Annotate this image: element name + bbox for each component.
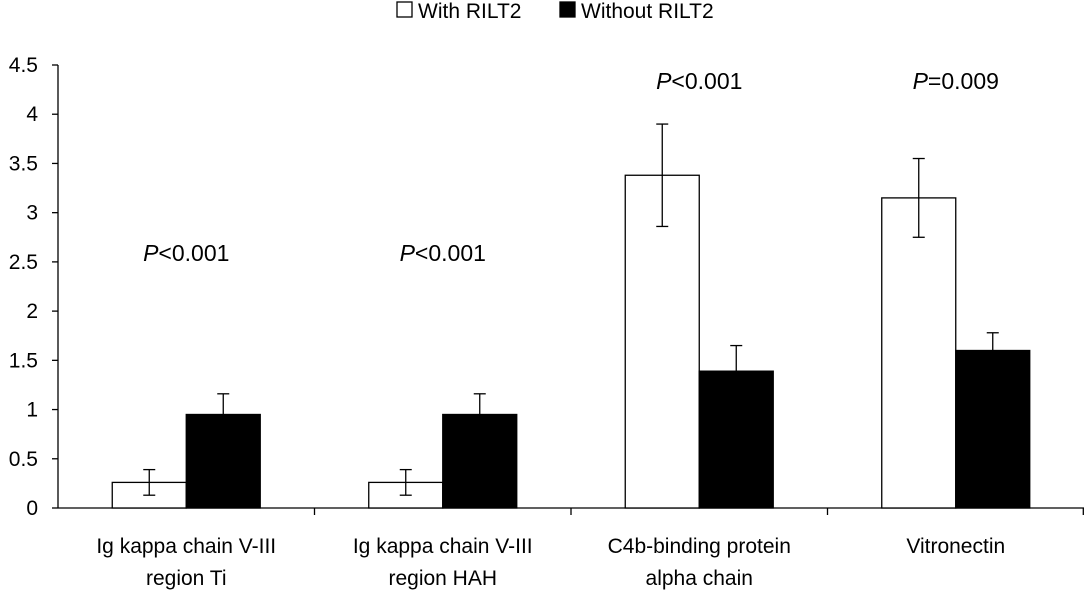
- p-value-annotation: P<0.001: [400, 240, 486, 266]
- p-value-text: <0.001: [671, 68, 742, 94]
- bars: [111, 174, 1031, 509]
- y-tick-label: 3: [26, 202, 38, 225]
- category-label: C4b-binding protein: [608, 535, 791, 558]
- category-label: Vitronectin: [906, 535, 1005, 558]
- category-label: region HAH: [388, 567, 497, 590]
- y-tick-label: 2: [26, 300, 38, 323]
- y-tick-label: 3.5: [9, 152, 38, 175]
- legend: With RILT2 Without RILT2: [396, 0, 714, 23]
- p-value-symbol: P: [913, 68, 929, 94]
- p-value-annotation: P<0.001: [143, 240, 229, 266]
- p-value-text: =0.009: [928, 68, 999, 94]
- bar-with-rilt2: [881, 197, 957, 509]
- y-tick-label: 4.5: [9, 54, 38, 77]
- bar-without-rilt2: [955, 349, 1031, 509]
- y-tick-label: 1: [26, 399, 38, 422]
- error-bars: [143, 123, 999, 496]
- y-tick-label: 1.5: [9, 349, 38, 372]
- category-label: Ig kappa chain V-III: [96, 535, 276, 558]
- category-label: alpha chain: [646, 567, 753, 590]
- legend-swatch-without-rilt2: [559, 1, 576, 18]
- y-tick-label: 4: [26, 103, 38, 126]
- bar-with-rilt2: [624, 174, 700, 509]
- category-label: Ig kappa chain V-III: [353, 535, 533, 558]
- legend-swatch-with-rilt2: [396, 1, 413, 18]
- category-label: region Ti: [146, 567, 227, 590]
- y-tick-label: 0.5: [9, 448, 38, 471]
- p-value-text: <0.001: [415, 240, 486, 266]
- legend-label: Without RILT2: [581, 0, 714, 23]
- legend-label: With RILT2: [418, 0, 521, 23]
- p-value-text: <0.001: [158, 240, 229, 266]
- p-value-symbol: P: [400, 240, 416, 266]
- category-labels: Ig kappa chain V-III region Ti Ig kappa ch…: [96, 535, 1005, 590]
- p-value-annotation: P<0.001: [656, 68, 742, 94]
- p-value-annotation: P=0.009: [913, 68, 999, 94]
- y-tick-label: 2.5: [9, 251, 38, 274]
- p-value-symbol: P: [656, 68, 672, 94]
- y-tick-label: 0: [26, 497, 38, 520]
- p-value-symbol: P: [143, 240, 159, 266]
